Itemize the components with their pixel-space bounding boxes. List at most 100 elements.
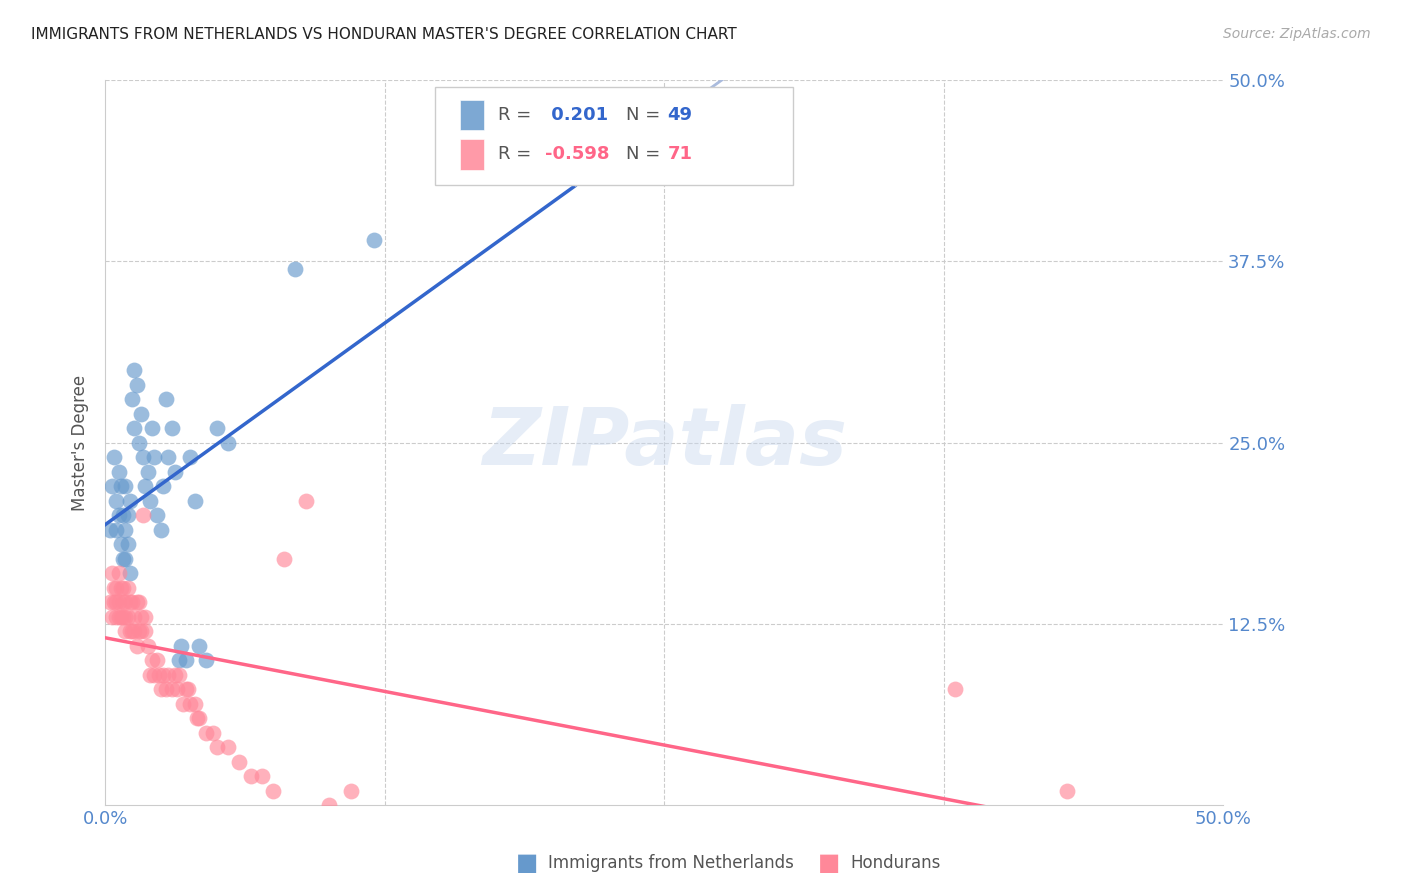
Point [114, 595, 136, 609]
Point [117, 537, 139, 551]
Point [156, 450, 179, 464]
Point [284, 261, 307, 276]
Point [162, 421, 184, 435]
Text: Immigrants from Netherlands: Immigrants from Netherlands [548, 855, 794, 872]
Point [118, 493, 141, 508]
Point [145, 653, 167, 667]
Point [188, 639, 211, 653]
Text: ■: ■ [818, 852, 841, 875]
Point [105, 493, 128, 508]
Point [150, 523, 173, 537]
Point [118, 566, 141, 580]
Text: ZIPatlas: ZIPatlas [482, 403, 846, 482]
Point [124, 609, 146, 624]
Point [107, 595, 129, 609]
Point [129, 609, 152, 624]
Point [118, 595, 141, 609]
Point [101, 609, 124, 624]
Point [134, 479, 156, 493]
Text: R =: R = [498, 106, 537, 124]
Point [217, 435, 239, 450]
Point [250, 769, 273, 783]
Point [114, 609, 136, 624]
Point [105, 609, 128, 624]
Point [228, 755, 250, 769]
Point [186, 711, 208, 725]
Point [105, 581, 128, 595]
Point [134, 609, 156, 624]
Point [136, 465, 159, 479]
Point [152, 479, 174, 493]
Point [194, 725, 217, 739]
Point [118, 624, 141, 638]
Point [117, 609, 139, 624]
Point [177, 681, 200, 696]
Point [174, 653, 197, 667]
Point [155, 392, 177, 406]
Point [145, 508, 167, 522]
Point [132, 508, 155, 522]
Point [295, 493, 318, 508]
Point [183, 493, 205, 508]
Point [194, 653, 217, 667]
Point [179, 697, 201, 711]
Point [124, 624, 146, 638]
Point [112, 609, 135, 624]
Point [134, 624, 156, 638]
Point [155, 681, 177, 696]
Point [167, 653, 190, 667]
Point [125, 595, 148, 609]
Point [114, 551, 136, 566]
Bar [460, 139, 484, 169]
Point [141, 653, 163, 667]
Point [114, 624, 136, 638]
Text: 49: 49 [668, 106, 693, 124]
Point [318, 798, 340, 813]
Text: N =: N = [626, 145, 666, 163]
Text: Hondurans: Hondurans [851, 855, 941, 872]
Point [143, 450, 166, 464]
Point [129, 407, 152, 421]
Point [174, 681, 197, 696]
Point [172, 697, 194, 711]
Point [128, 435, 150, 450]
Text: R =: R = [498, 145, 537, 163]
Point [139, 493, 162, 508]
Point [117, 508, 139, 522]
Point [110, 537, 132, 551]
Point [121, 624, 143, 638]
Point [110, 479, 132, 493]
Point [110, 609, 132, 624]
Point [340, 783, 363, 797]
Point [103, 450, 125, 464]
Point [943, 681, 966, 696]
Text: IMMIGRANTS FROM NETHERLANDS VS HONDURAN MASTER'S DEGREE CORRELATION CHART: IMMIGRANTS FROM NETHERLANDS VS HONDURAN … [31, 27, 737, 42]
Point [121, 392, 143, 406]
Text: 0.201: 0.201 [544, 106, 607, 124]
Point [112, 581, 135, 595]
Point [1056, 783, 1078, 797]
Point [103, 581, 125, 595]
Point [205, 740, 228, 755]
Point [103, 595, 125, 609]
Point [156, 667, 179, 681]
Point [239, 769, 262, 783]
Point [101, 479, 124, 493]
Point [107, 609, 129, 624]
Point [170, 639, 193, 653]
Point [201, 725, 224, 739]
Point [163, 667, 186, 681]
Point [124, 421, 146, 435]
Point [166, 681, 188, 696]
Point [117, 581, 139, 595]
Bar [460, 100, 484, 130]
Point [110, 581, 132, 595]
Text: ■: ■ [516, 852, 538, 875]
Point [217, 740, 239, 755]
Point [273, 551, 295, 566]
Point [188, 711, 211, 725]
Point [129, 624, 152, 638]
Text: -0.598: -0.598 [544, 145, 609, 163]
Text: 71: 71 [668, 145, 693, 163]
Point [124, 363, 146, 377]
